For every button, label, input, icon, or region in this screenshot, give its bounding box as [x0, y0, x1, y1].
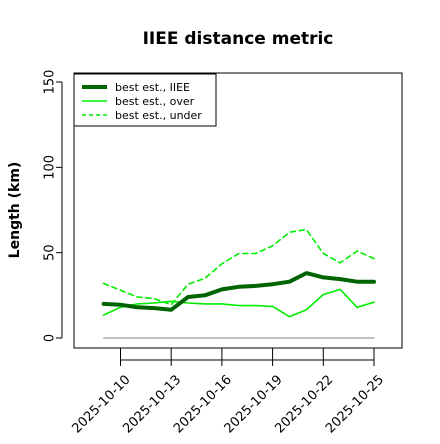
y-axis-label: Length (km) — [7, 162, 23, 259]
y-tick-label: 50 — [43, 244, 58, 261]
y-tick-label: 150 — [43, 70, 58, 95]
y-tick-label: 0 — [43, 334, 58, 342]
series-line — [104, 289, 374, 316]
legend-label: best est., over — [115, 95, 195, 108]
y-axis: 0 50 100 150 — [43, 70, 63, 343]
series-layer — [104, 230, 375, 339]
series-best-est-over — [104, 289, 375, 317]
series-line — [104, 230, 374, 305]
x-axis: 2025-10-102025-10-132025-10-162025-10-19… — [70, 348, 388, 436]
chart-title: IIEE distance metric — [143, 29, 334, 49]
legend-label: best est., under — [115, 109, 202, 122]
legend-label: best est., IIEE — [115, 81, 190, 94]
series-best-est-under — [104, 230, 375, 305]
y-tick-label: 100 — [43, 155, 58, 180]
